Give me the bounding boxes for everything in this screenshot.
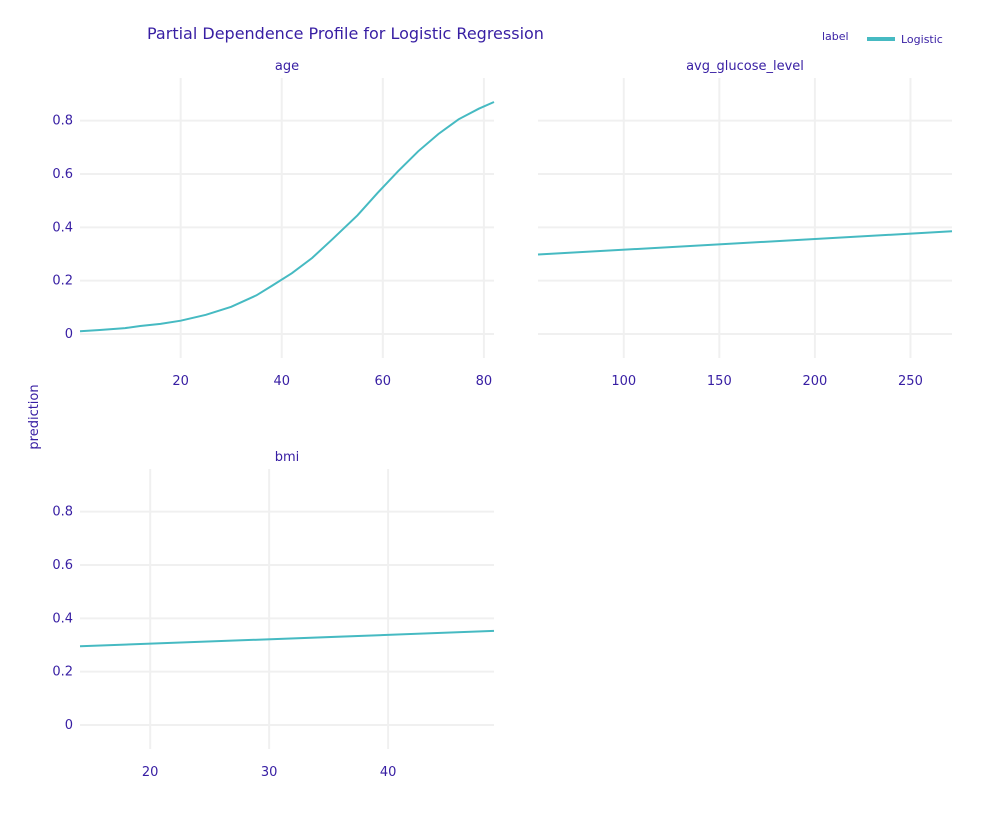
- x-tick-label: 20: [172, 374, 189, 389]
- y-tick-label: 0.6: [52, 167, 73, 182]
- y-tick-label: 0.4: [52, 220, 73, 235]
- y-tick-label: 0.6: [52, 558, 73, 573]
- x-tick-label: 60: [375, 374, 392, 389]
- x-tick-label: 80: [476, 374, 493, 389]
- y-tick-label: 0: [65, 327, 73, 342]
- y-tick-label: 0.2: [52, 274, 73, 289]
- legend-label-logistic: Logistic: [901, 33, 943, 46]
- x-tick-label: 30: [261, 765, 278, 780]
- legend[interactable]: label Logistic: [822, 30, 943, 46]
- x-tick-label: 250: [898, 374, 923, 389]
- chart-title: Partial Dependence Profile for Logistic …: [147, 24, 544, 43]
- y-axis-title: prediction: [27, 384, 42, 449]
- series-line-logistic: [537, 230, 953, 256]
- y-tick-label: 0.4: [52, 611, 73, 626]
- y-tick-label: 0.2: [52, 665, 73, 680]
- panel-subtitle: avg_glucose_level: [686, 59, 804, 74]
- x-tick-label: 200: [802, 374, 827, 389]
- y-tick-label: 0.8: [52, 505, 73, 520]
- panel-age: 20 40 60 80 0 0.2 0.4 0.6 0.8 age: [52, 59, 495, 389]
- y-tick-label: 0.8: [52, 114, 73, 129]
- panel-subtitle: age: [275, 59, 299, 74]
- legend-title: label: [822, 30, 849, 43]
- y-tick-label: 0: [65, 718, 73, 733]
- series-line-logistic: [79, 629, 495, 648]
- x-tick-label: 40: [273, 374, 290, 389]
- panel-subtitle: bmi: [275, 450, 300, 465]
- series-line-logistic: [79, 101, 495, 333]
- panel-bmi: 20 30 40 0 0.2 0.4 0.6 0.8 bmi: [52, 450, 495, 780]
- panel-avg_glucose_level: 100 150 200 250 avg_glucose_level: [537, 59, 953, 389]
- x-tick-label: 100: [611, 374, 636, 389]
- x-tick-label: 40: [380, 765, 397, 780]
- x-tick-label: 150: [707, 374, 732, 389]
- x-tick-label: 20: [142, 765, 159, 780]
